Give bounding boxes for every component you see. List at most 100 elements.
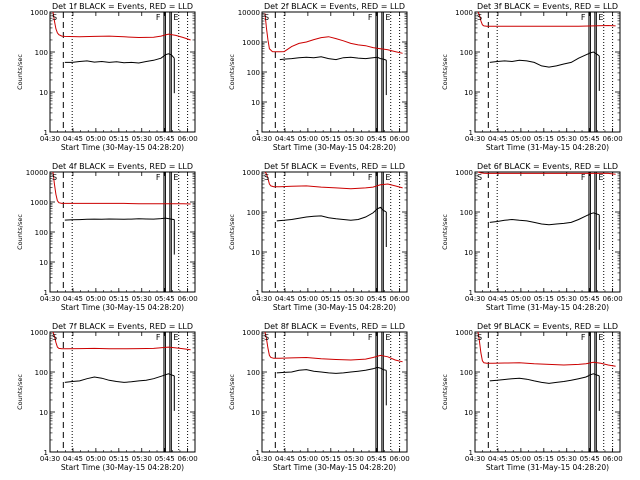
plot-frame — [261, 171, 408, 293]
x-tick-label: 04:30 — [252, 135, 272, 143]
chart-title: Det 9f BLACK = Events, RED = LLD — [477, 322, 618, 331]
y-tick-label: 1000 — [242, 329, 260, 337]
chart-panel: Det 3f BLACK = Events, RED = LLD 1 10 100 10… — [441, 2, 623, 152]
y-tick-label: 10000 — [238, 9, 260, 17]
start-annotation: S — [477, 13, 482, 22]
chart-title: Det 3f BLACK = Events, RED = LLD — [477, 2, 618, 11]
x-tick-label: 06:00 — [390, 295, 410, 303]
x-tick-label: 04:45 — [488, 135, 508, 143]
y-tick-label: 10000 — [26, 169, 48, 177]
y-axis-label: Counts/sec — [441, 374, 449, 410]
chart-title: Det 6f BLACK = Events, RED = LLD — [477, 162, 618, 171]
x-tick-label: 04:45 — [488, 295, 508, 303]
chart-panel: Det 1f BLACK = Events, RED = LLD 1 10 100 10… — [16, 2, 198, 152]
y-tick-label: 10 — [251, 409, 260, 417]
flag-annotation: F — [581, 173, 586, 182]
y-tick-label: 1000 — [455, 169, 473, 177]
flag-annotation: F — [581, 333, 586, 342]
x-tick-label: 05:30 — [132, 455, 152, 463]
y-axis-label: Counts/sec — [441, 214, 449, 250]
chart-title: Det 8f BLACK = Events, RED = LLD — [264, 322, 405, 331]
y-tick-label: 1 — [469, 449, 473, 457]
y-tick-label: 1000 — [455, 329, 473, 337]
plot-frame — [261, 331, 408, 453]
x-tick-label: 06:00 — [390, 135, 410, 143]
y-tick-label: 10 — [39, 409, 48, 417]
y-axis-label: Counts/sec — [16, 54, 24, 90]
y-tick-label: 100 — [35, 229, 48, 237]
start-annotation: S — [264, 333, 269, 342]
y-axis-label: Counts/sec — [228, 214, 236, 250]
start-annotation: S — [52, 13, 57, 22]
y-tick-label: 1000 — [30, 199, 48, 207]
x-axis-label: Start Time (30-May-15 04:28:20) — [273, 463, 396, 472]
lld-series-line — [477, 171, 616, 175]
x-tick-label: 05:30 — [344, 455, 364, 463]
start-annotation: S — [52, 173, 57, 182]
x-tick-label: 05:15 — [534, 135, 554, 143]
y-tick-label: 100 — [460, 369, 473, 377]
x-tick-label: 06:00 — [178, 455, 198, 463]
plot-frame — [474, 331, 621, 453]
x-tick-label: 05:00 — [511, 455, 531, 463]
x-tick-label: 05:00 — [86, 455, 106, 463]
x-tick-label: 05:00 — [511, 295, 531, 303]
y-axis-label: Counts/sec — [228, 54, 236, 90]
x-tick-label: 05:30 — [557, 455, 577, 463]
x-tick-label: 05:15 — [321, 135, 341, 143]
events-series-line — [64, 373, 175, 383]
x-axis-label: Start Time (30-May-15 04:28:20) — [61, 463, 184, 472]
y-tick-label: 1 — [256, 289, 260, 297]
y-tick-label: 1 — [44, 289, 48, 297]
y-tick-label: 100 — [35, 369, 48, 377]
lld-series-line — [264, 171, 403, 190]
x-tick-label: 04:30 — [465, 295, 485, 303]
x-tick-label: 05:45 — [367, 455, 387, 463]
y-tick-label: 10 — [39, 89, 48, 97]
x-tick-label: 06:00 — [603, 295, 623, 303]
events-series-line — [64, 217, 175, 221]
flag-annotation: F — [368, 13, 373, 22]
events-series-line — [279, 56, 387, 61]
x-tick-label: 05:00 — [298, 135, 318, 143]
x-tick-label: 05:00 — [298, 295, 318, 303]
x-tick-label: 05:15 — [321, 455, 341, 463]
x-tick-label: 05:30 — [557, 295, 577, 303]
end-annotation: E — [598, 173, 603, 182]
y-tick-label: 1000 — [30, 329, 48, 337]
events-series-line — [489, 373, 600, 384]
flag-annotation: F — [368, 333, 373, 342]
x-axis-label: Start Time (31-May-15 04:28:20) — [486, 143, 609, 152]
y-tick-label: 100 — [247, 369, 260, 377]
x-tick-label: 04:30 — [252, 455, 272, 463]
lld-series-line — [52, 171, 191, 205]
chart-title: Det 4f BLACK = Events, RED = LLD — [52, 162, 193, 171]
end-annotation: E — [598, 333, 603, 342]
y-axis-label: Counts/sec — [16, 214, 24, 250]
events-series-line — [276, 366, 387, 374]
x-tick-label: 05:15 — [109, 455, 129, 463]
events-series-line — [64, 53, 175, 64]
events-series-line — [276, 206, 387, 222]
plot-frame — [49, 11, 196, 133]
x-tick-label: 05:30 — [132, 295, 152, 303]
chart-panel: Det 7f BLACK = Events, RED = LLD 1 10 100 10… — [16, 322, 198, 472]
x-tick-label: 04:45 — [275, 135, 295, 143]
x-tick-label: 05:15 — [321, 295, 341, 303]
x-tick-label: 05:30 — [557, 135, 577, 143]
x-axis-label: Start Time (31-May-15 04:28:20) — [486, 463, 609, 472]
x-tick-label: 04:45 — [63, 455, 83, 463]
end-annotation: E — [385, 13, 390, 22]
y-tick-label: 10 — [464, 89, 473, 97]
y-tick-label: 1 — [44, 129, 48, 137]
y-tick-label: 100 — [247, 69, 260, 77]
x-tick-label: 05:45 — [155, 455, 175, 463]
chart-panel: Det 5f BLACK = Events, RED = LLD 1 10 100 10… — [228, 162, 410, 312]
flag-annotation: F — [156, 13, 161, 22]
x-tick-label: 04:30 — [40, 135, 60, 143]
x-tick-label: 05:30 — [344, 135, 364, 143]
y-axis-label: Counts/sec — [441, 54, 449, 90]
lld-series-line — [264, 331, 403, 363]
y-tick-label: 1 — [256, 129, 260, 137]
